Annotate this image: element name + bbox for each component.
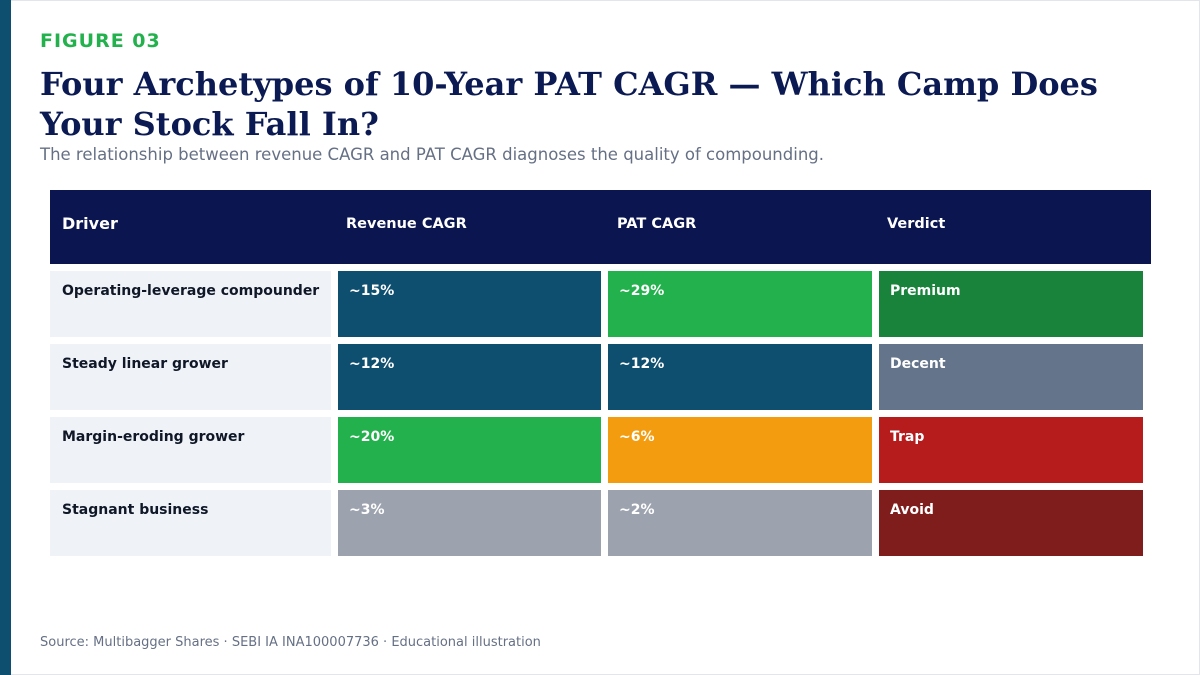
header-revenue-cagr: Revenue CAGR	[346, 216, 467, 232]
verdict-cell: Avoid	[879, 490, 1143, 556]
verdict-cell: Trap	[879, 417, 1143, 483]
table-row: Stagnant business ~3% ~2% Avoid	[50, 490, 1151, 556]
accent-bar	[0, 0, 11, 675]
pat-cagr-cell: ~12%	[608, 344, 872, 410]
pat-cagr-cell: ~6%	[608, 417, 872, 483]
chart-subtitle: The relationship between revenue CAGR an…	[40, 145, 824, 164]
header-verdict: Verdict	[887, 216, 946, 232]
source-note: Source: Multibagger Shares · SEBI IA INA…	[40, 635, 541, 650]
verdict-cell: Premium	[879, 271, 1143, 337]
driver-cell: Steady linear grower	[50, 344, 331, 410]
chart-title: Four Archetypes of 10-Year PAT CAGR — Wh…	[40, 65, 1098, 143]
pat-cagr-cell: ~2%	[608, 490, 872, 556]
revenue-cagr-cell: ~3%	[338, 490, 601, 556]
pat-cagr-cell: ~29%	[608, 271, 872, 337]
verdict-cell: Decent	[879, 344, 1143, 410]
table-header: Driver Revenue CAGR PAT CAGR Verdict	[50, 190, 1151, 264]
revenue-cagr-cell: ~20%	[338, 417, 601, 483]
revenue-cagr-cell: ~12%	[338, 344, 601, 410]
table-row: Steady linear grower ~12% ~12% Decent	[50, 344, 1151, 410]
driver-cell: Margin-eroding grower	[50, 417, 331, 483]
table-row: Margin-eroding grower ~20% ~6% Trap	[50, 417, 1151, 483]
figure-label: FIGURE 03	[40, 30, 161, 52]
table-row: Operating-leverage compounder ~15% ~29% Pre…	[50, 271, 1151, 337]
header-driver: Driver	[62, 214, 118, 233]
revenue-cagr-cell: ~15%	[338, 271, 601, 337]
archetype-table: Driver Revenue CAGR PAT CAGR Verdict Ope…	[50, 190, 1151, 556]
header-pat-cagr: PAT CAGR	[617, 216, 697, 232]
driver-cell: Operating-leverage compounder	[50, 271, 331, 337]
driver-cell: Stagnant business	[50, 490, 331, 556]
